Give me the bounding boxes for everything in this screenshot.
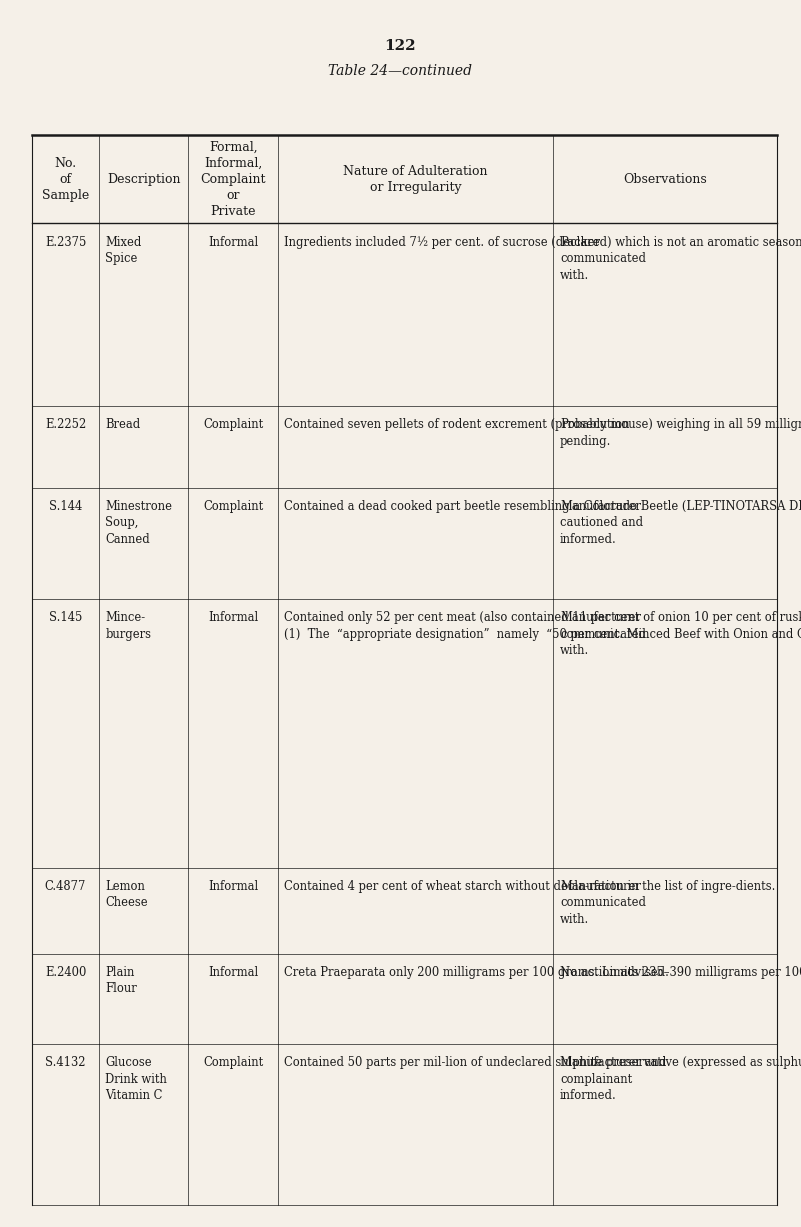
Text: Description: Description: [107, 173, 180, 185]
Text: E.2400: E.2400: [45, 966, 87, 979]
Text: Lemon
Cheese: Lemon Cheese: [106, 880, 148, 909]
Text: S.144: S.144: [49, 499, 83, 513]
Text: Informal: Informal: [208, 880, 258, 893]
Text: Manufacturer
cautioned and
informed.: Manufacturer cautioned and informed.: [560, 499, 643, 546]
Text: Contained 50 parts per mil-lion of undeclared sulphite preservative (expressed a: Contained 50 parts per mil-lion of undec…: [284, 1056, 801, 1069]
Text: Contained only 52 per cent meat (also contained 11 per cent of onion 10 per cent: Contained only 52 per cent meat (also co…: [284, 611, 801, 640]
Text: Formal,
Informal,
Complaint
or
Private: Formal, Informal, Complaint or Private: [200, 141, 266, 217]
Text: Manufacturer
communicated
with.: Manufacturer communicated with.: [560, 880, 646, 926]
Text: C.4877: C.4877: [45, 880, 87, 893]
Text: Mixed
Spice: Mixed Spice: [106, 236, 142, 265]
Text: Bread: Bread: [106, 418, 141, 431]
Text: Contained a dead cooked part beetle resembling a Colorado Beetle (LEP-TINOTARSA : Contained a dead cooked part beetle rese…: [284, 499, 801, 513]
Text: Minestrone
Soup,
Canned: Minestrone Soup, Canned: [106, 499, 172, 546]
Text: Complaint: Complaint: [203, 418, 264, 431]
Text: Complaint: Complaint: [203, 1056, 264, 1069]
Text: E.2252: E.2252: [45, 418, 87, 431]
Text: Manufacturer
communicated
with.: Manufacturer communicated with.: [560, 611, 646, 658]
Text: Packer
communicated
with.: Packer communicated with.: [560, 236, 646, 281]
Text: 122: 122: [384, 39, 417, 53]
Text: E.2375: E.2375: [45, 236, 87, 249]
Text: Nature of Adulteration
or Irregularity: Nature of Adulteration or Irregularity: [344, 164, 488, 194]
Text: Prosecution
pending.: Prosecution pending.: [560, 418, 630, 448]
Text: S.4132: S.4132: [46, 1056, 86, 1069]
Text: Mince-
burgers: Mince- burgers: [106, 611, 151, 640]
Text: Contained 4 per cent of wheat starch without decla-ration in the list of ingre-d: Contained 4 per cent of wheat starch wit…: [284, 880, 775, 893]
Text: Contained seven pellets of rodent excrement (probably mouse) weighing in all 59 : Contained seven pellets of rodent excrem…: [284, 418, 801, 431]
Text: Observations: Observations: [623, 173, 707, 185]
Text: Informal: Informal: [208, 611, 258, 625]
Text: No.
of
Sample: No. of Sample: [42, 157, 89, 201]
Text: Informal: Informal: [208, 236, 258, 249]
Text: Plain
Flour: Plain Flour: [106, 966, 137, 995]
Text: No action advised.: No action advised.: [560, 966, 669, 979]
Text: Table 24—continued: Table 24—continued: [328, 64, 473, 77]
Text: Manufacturer and
complainant
informed.: Manufacturer and complainant informed.: [560, 1056, 666, 1102]
Text: Glucose
Drink with
Vitamin C: Glucose Drink with Vitamin C: [106, 1056, 167, 1102]
Text: Informal: Informal: [208, 966, 258, 979]
Text: Ingredients included 7½ per cent. of sucrose (declared) which is not an aromatic: Ingredients included 7½ per cent. of suc…: [284, 236, 801, 249]
Text: Complaint: Complaint: [203, 499, 264, 513]
Text: Creta Praeparata only 200 milligrams per 100 grams. Limits 235–390 milligrams pe: Creta Praeparata only 200 milligrams per…: [284, 966, 801, 979]
Text: S.145: S.145: [49, 611, 83, 625]
